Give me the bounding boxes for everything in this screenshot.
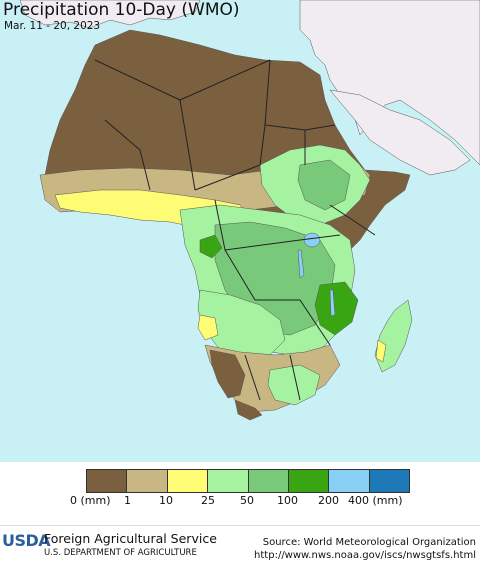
legend-label-7: 400 (mm) — [348, 494, 403, 507]
lake-tanganyika — [297, 249, 305, 279]
legend-label-2: 10 — [159, 494, 173, 507]
legend-label-4: 50 — [240, 494, 254, 507]
ethiopia-medium — [297, 159, 351, 211]
legend-label-3: 25 — [201, 494, 215, 507]
map-title: Precipitation 10-Day (WMO) — [3, 0, 240, 20]
legend-swatch-2 — [167, 470, 209, 492]
legend-swatch-0 — [87, 470, 128, 492]
madagascar — [374, 299, 413, 373]
precipitation-map: Precipitation 10-Day (WMO) Mar. 11 - 20,… — [0, 0, 480, 462]
legend-label-6: 200 — [318, 494, 339, 507]
legend-swatch-3 — [208, 470, 249, 492]
department-name: U.S. DEPARTMENT OF AGRICULTURE — [44, 548, 197, 558]
legend-swatch-1 — [127, 470, 168, 492]
usda-logo: USDA — [2, 531, 51, 550]
gabon-high — [199, 234, 223, 259]
namibia-dry — [209, 349, 246, 399]
europe-land — [19, 0, 201, 29]
footer-divider — [0, 525, 480, 526]
source-url: http://www.nws.noaa.gov/iscs/nwsgtsfs.ht… — [254, 550, 476, 561]
legend-swatch-5 — [288, 470, 330, 492]
legend-swatch-4 — [248, 470, 289, 492]
legend-label-1: 1 — [124, 494, 131, 507]
legend-labels: 0 (mm) 1 10 25 50 100 200 400 (mm) — [0, 494, 480, 508]
lake-malawi — [329, 289, 336, 317]
legend-swatch-6 — [329, 470, 370, 492]
map-svg — [19, 0, 480, 421]
agency-name: Foreign Agricultural Service — [44, 531, 217, 546]
legend-label-5: 100 — [277, 494, 298, 507]
legend-label-0: 0 (mm) — [70, 494, 111, 507]
country-borders — [94, 59, 376, 401]
date-range: Mar. 11 - 20, 2023 — [4, 20, 101, 32]
angola-low — [197, 314, 219, 341]
precipitation-legend — [86, 469, 410, 493]
arabian-peninsula — [329, 89, 471, 176]
cape-dry — [234, 399, 263, 421]
mozambique-high — [314, 281, 359, 336]
legend-swatch-7 — [369, 470, 409, 492]
lake-victoria — [303, 232, 321, 248]
south-africa-green — [267, 364, 321, 406]
madagascar-low — [375, 339, 387, 363]
source-text: Source: World Meteorological Organizatio… — [262, 537, 476, 548]
